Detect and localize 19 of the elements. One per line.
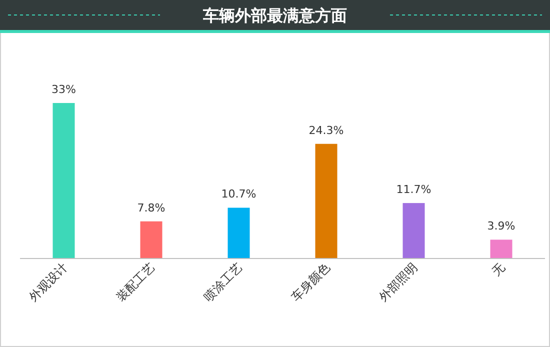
bar	[490, 240, 512, 258]
chart-title: 车辆外部最满意方面	[202, 6, 347, 25]
x-tick-label: 装配工艺	[114, 260, 158, 304]
bar	[228, 208, 250, 258]
data-label: 24.3%	[308, 124, 344, 137]
data-label: 11.7%	[396, 183, 432, 196]
data-label: 10.7%	[221, 188, 256, 201]
bar	[140, 221, 162, 258]
data-label: 7.8%	[137, 201, 166, 214]
bar	[402, 203, 425, 258]
x-tick-label: 无	[488, 260, 508, 279]
x-tick-label: 车身颜色	[288, 260, 332, 304]
bar	[52, 103, 75, 258]
x-tick-label: 喷涂工艺	[201, 260, 245, 304]
x-tick-label: 外观设计	[26, 260, 70, 304]
data-label: 3.9%	[487, 220, 516, 233]
x-tick-label: 外部照明	[376, 260, 420, 304]
bar	[315, 144, 338, 258]
data-label: 33%	[52, 83, 76, 96]
